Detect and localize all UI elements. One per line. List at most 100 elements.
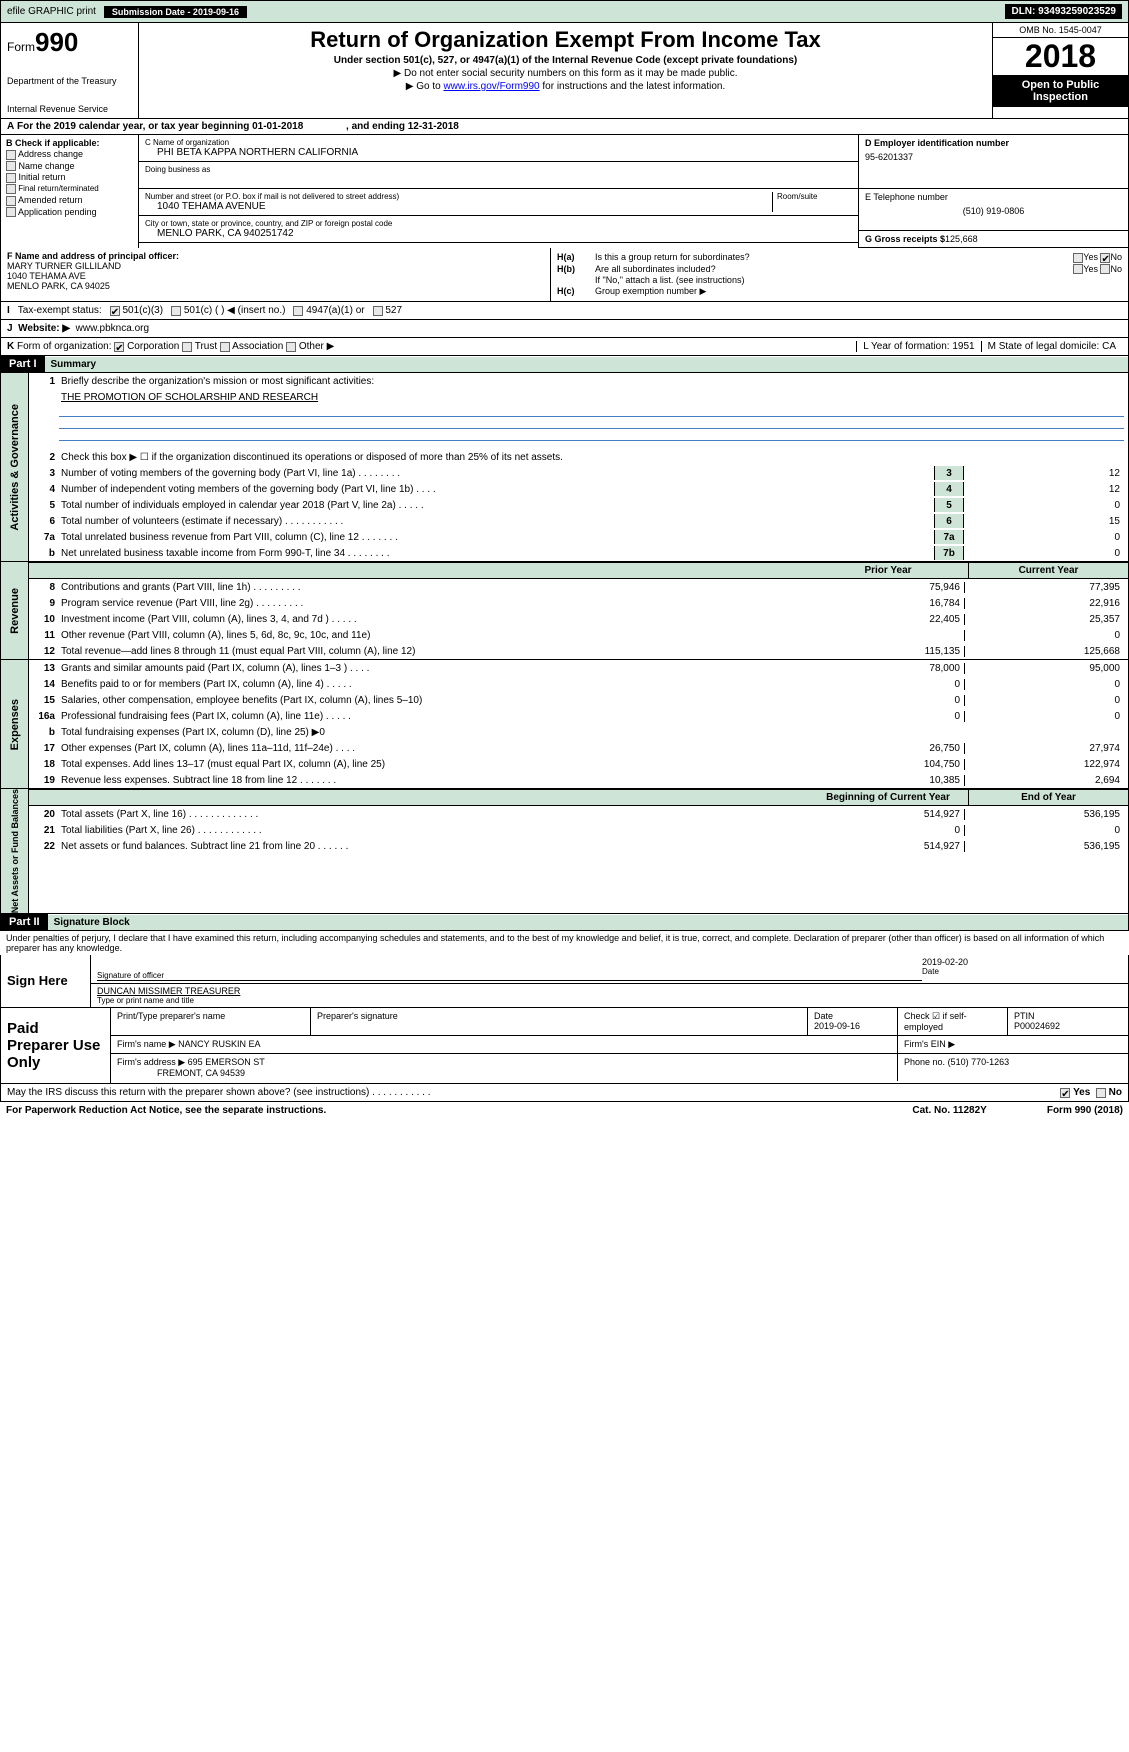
discuss-text: May the IRS discuss this return with the… — [7, 1087, 1060, 1098]
form-number: 990 — [35, 27, 78, 57]
netassets-vlabel: Net Assets or Fund Balances — [1, 789, 29, 913]
col-l: L Year of formation: 1951 — [856, 341, 980, 352]
prep-date: 2019-09-16 — [814, 1021, 860, 1031]
net-line-21: 21Total liabilities (Part X, line 26) . … — [29, 822, 1128, 838]
chk-initial: Initial return — [6, 172, 133, 183]
cat-no: Cat. No. 11282Y — [912, 1105, 986, 1116]
chk-pending: Application pending — [6, 207, 133, 218]
irs-link[interactable]: www.irs.gov/Form990 — [443, 81, 539, 92]
section-bcde: B Check if applicable: Address change Na… — [0, 135, 1129, 248]
gov-line-5: 5Total number of individuals employed in… — [29, 497, 1128, 513]
governance-section: Activities & Governance 1Briefly describ… — [0, 373, 1129, 562]
year-box: OMB No. 1545-0047 2018 Open to Public In… — [993, 23, 1128, 118]
part1-header: Part I Summary — [0, 356, 1129, 373]
col-de: D Employer identification number 95-6201… — [858, 135, 1128, 248]
net-line-22: 22Net assets or fund balances. Subtract … — [29, 838, 1128, 854]
chk-name: Name change — [6, 161, 133, 172]
expenses-section: Expenses 13Grants and similar amounts pa… — [0, 660, 1129, 789]
form-subtitle: Under section 501(c), 527, or 4947(a)(1)… — [143, 55, 988, 66]
form-org-label: Form of organization: — [17, 341, 112, 352]
firm-ein: Firm's EIN ▶ — [898, 1036, 1128, 1053]
note-ssn: ▶ Do not enter social security numbers o… — [143, 68, 988, 79]
sig-officer-label: Signature of officer — [97, 971, 922, 980]
officer-addr1: 1040 TEHAMA AVE — [7, 271, 544, 281]
row-fh: F Name and address of principal officer:… — [0, 248, 1129, 302]
net-line-20: 20Total assets (Part X, line 16) . . . .… — [29, 806, 1128, 822]
sign-block: Sign Here Signature of officer 2019-02-2… — [0, 955, 1129, 1008]
col-c: C Name of organization PHI BETA KAPPA NO… — [139, 135, 858, 248]
begin-year-hdr: Beginning of Current Year — [808, 790, 968, 805]
part1-label: Part I — [1, 356, 45, 372]
open-inspection: Open to Public Inspection — [993, 75, 1128, 107]
exp-line-19: 19Revenue less expenses. Subtract line 1… — [29, 772, 1128, 788]
street-address: 1040 TEHAMA AVENUE — [145, 201, 772, 212]
form-footer: Form 990 (2018) — [1047, 1105, 1123, 1116]
part2-header: Part II Signature Block — [0, 914, 1129, 931]
prep-check: Check ☑ if self-employed — [904, 1011, 967, 1032]
netassets-header: Beginning of Current Year End of Year — [29, 789, 1128, 806]
note-goto: ▶ Go to www.irs.gov/Form990 for instruct… — [143, 81, 988, 92]
tax-year: 2018 — [993, 38, 1128, 75]
chk-final: Final return/terminated — [6, 184, 133, 194]
form-990-box: Form990 Department of the Treasury Inter… — [1, 23, 139, 118]
firm-addr: 695 EMERSON ST — [188, 1057, 265, 1067]
part2-title: Signature Block — [48, 915, 1128, 930]
exp-line-16a: 16aProfessional fundraising fees (Part I… — [29, 708, 1128, 724]
firm-phone: (510) 770-1263 — [948, 1057, 1010, 1067]
omb-number: OMB No. 1545-0047 — [993, 23, 1128, 38]
gov-line-6: 6Total number of volunteers (estimate if… — [29, 513, 1128, 529]
governance-vlabel: Activities & Governance — [1, 373, 29, 561]
chk-amended: Amended return — [6, 195, 133, 206]
title-center: Return of Organization Exempt From Incom… — [139, 23, 993, 118]
irs-label: Internal Revenue Service — [7, 104, 132, 114]
rev-line-11: 11Other revenue (Part VIII, column (A), … — [29, 627, 1128, 643]
blank-line — [59, 405, 1124, 417]
website-url: www.pbknca.org — [76, 323, 149, 334]
ha-text: Is this a group return for subordinates? — [595, 252, 1073, 263]
org-name: PHI BETA KAPPA NORTHERN CALIFORNIA — [145, 147, 852, 158]
dba-label: Doing business as — [145, 165, 852, 174]
col-m: M State of legal domicile: CA — [981, 341, 1122, 352]
prior-year-hdr: Prior Year — [808, 563, 968, 578]
row-j: J Website: ▶ www.pbknca.org — [0, 320, 1129, 338]
gross-label: G Gross receipts $ — [865, 234, 945, 244]
form-title: Return of Organization Exempt From Incom… — [143, 27, 988, 53]
row-k: K Form of organization: Corporation Trus… — [0, 338, 1129, 356]
city-label: City or town, state or province, country… — [145, 219, 852, 228]
line1-text: Briefly describe the organization's miss… — [61, 376, 1124, 387]
preparer-block: Paid Preparer Use Only Print/Type prepar… — [0, 1008, 1129, 1084]
rev-line-12: 12Total revenue—add lines 8 through 11 (… — [29, 643, 1128, 659]
row-a: A For the 2019 calendar year, or tax yea… — [0, 119, 1129, 135]
chk-address: Address change — [6, 149, 133, 160]
hb-note: If "No," attach a list. (see instruction… — [595, 275, 744, 285]
end-year-hdr: End of Year — [968, 790, 1128, 805]
org-name-label: C Name of organization — [145, 138, 852, 147]
col-f: F Name and address of principal officer:… — [1, 248, 551, 301]
room-label: Room/suite — [777, 192, 852, 201]
header-bar: efile GRAPHIC print Submission Date - 20… — [0, 0, 1129, 23]
form-header-row: Form990 Department of the Treasury Inter… — [0, 23, 1129, 119]
ein-label: D Employer identification number — [865, 138, 1009, 148]
sig-name: DUNCAN MISSIMER TREASURER — [97, 986, 1122, 996]
paperwork-notice: For Paperwork Reduction Act Notice, see … — [6, 1105, 912, 1116]
rev-line-9: 9Program service revenue (Part VIII, lin… — [29, 595, 1128, 611]
sign-here-label: Sign Here — [1, 955, 91, 1007]
exp-line-13: 13Grants and similar amounts paid (Part … — [29, 660, 1128, 676]
rev-line-10: 10Investment income (Part VIII, column (… — [29, 611, 1128, 627]
ein-value: 95-6201337 — [865, 152, 1122, 162]
gov-line-4: 4Number of independent voting members of… — [29, 481, 1128, 497]
netassets-section: Net Assets or Fund Balances Beginning of… — [0, 789, 1129, 914]
exp-line-b: bTotal fundraising expenses (Part IX, co… — [29, 724, 1128, 740]
row-i: I Tax-exempt status: 501(c)(3) 501(c) ( … — [0, 302, 1129, 320]
exp-line-15: 15Salaries, other compensation, employee… — [29, 692, 1128, 708]
tel-label: E Telephone number — [865, 192, 948, 202]
dept-treasury: Department of the Treasury — [7, 76, 132, 86]
revenue-vlabel: Revenue — [1, 562, 29, 659]
efile-label: efile GRAPHIC print — [7, 6, 96, 17]
officer-label: F Name and address of principal officer: — [7, 251, 179, 261]
exp-line-14: 14Benefits paid to or for members (Part … — [29, 676, 1128, 692]
dba-value — [145, 174, 852, 185]
form-label: Form — [7, 40, 35, 54]
dln: DLN: 93493259023529 — [1005, 4, 1122, 19]
col-h: H(a)Is this a group return for subordina… — [551, 248, 1128, 301]
